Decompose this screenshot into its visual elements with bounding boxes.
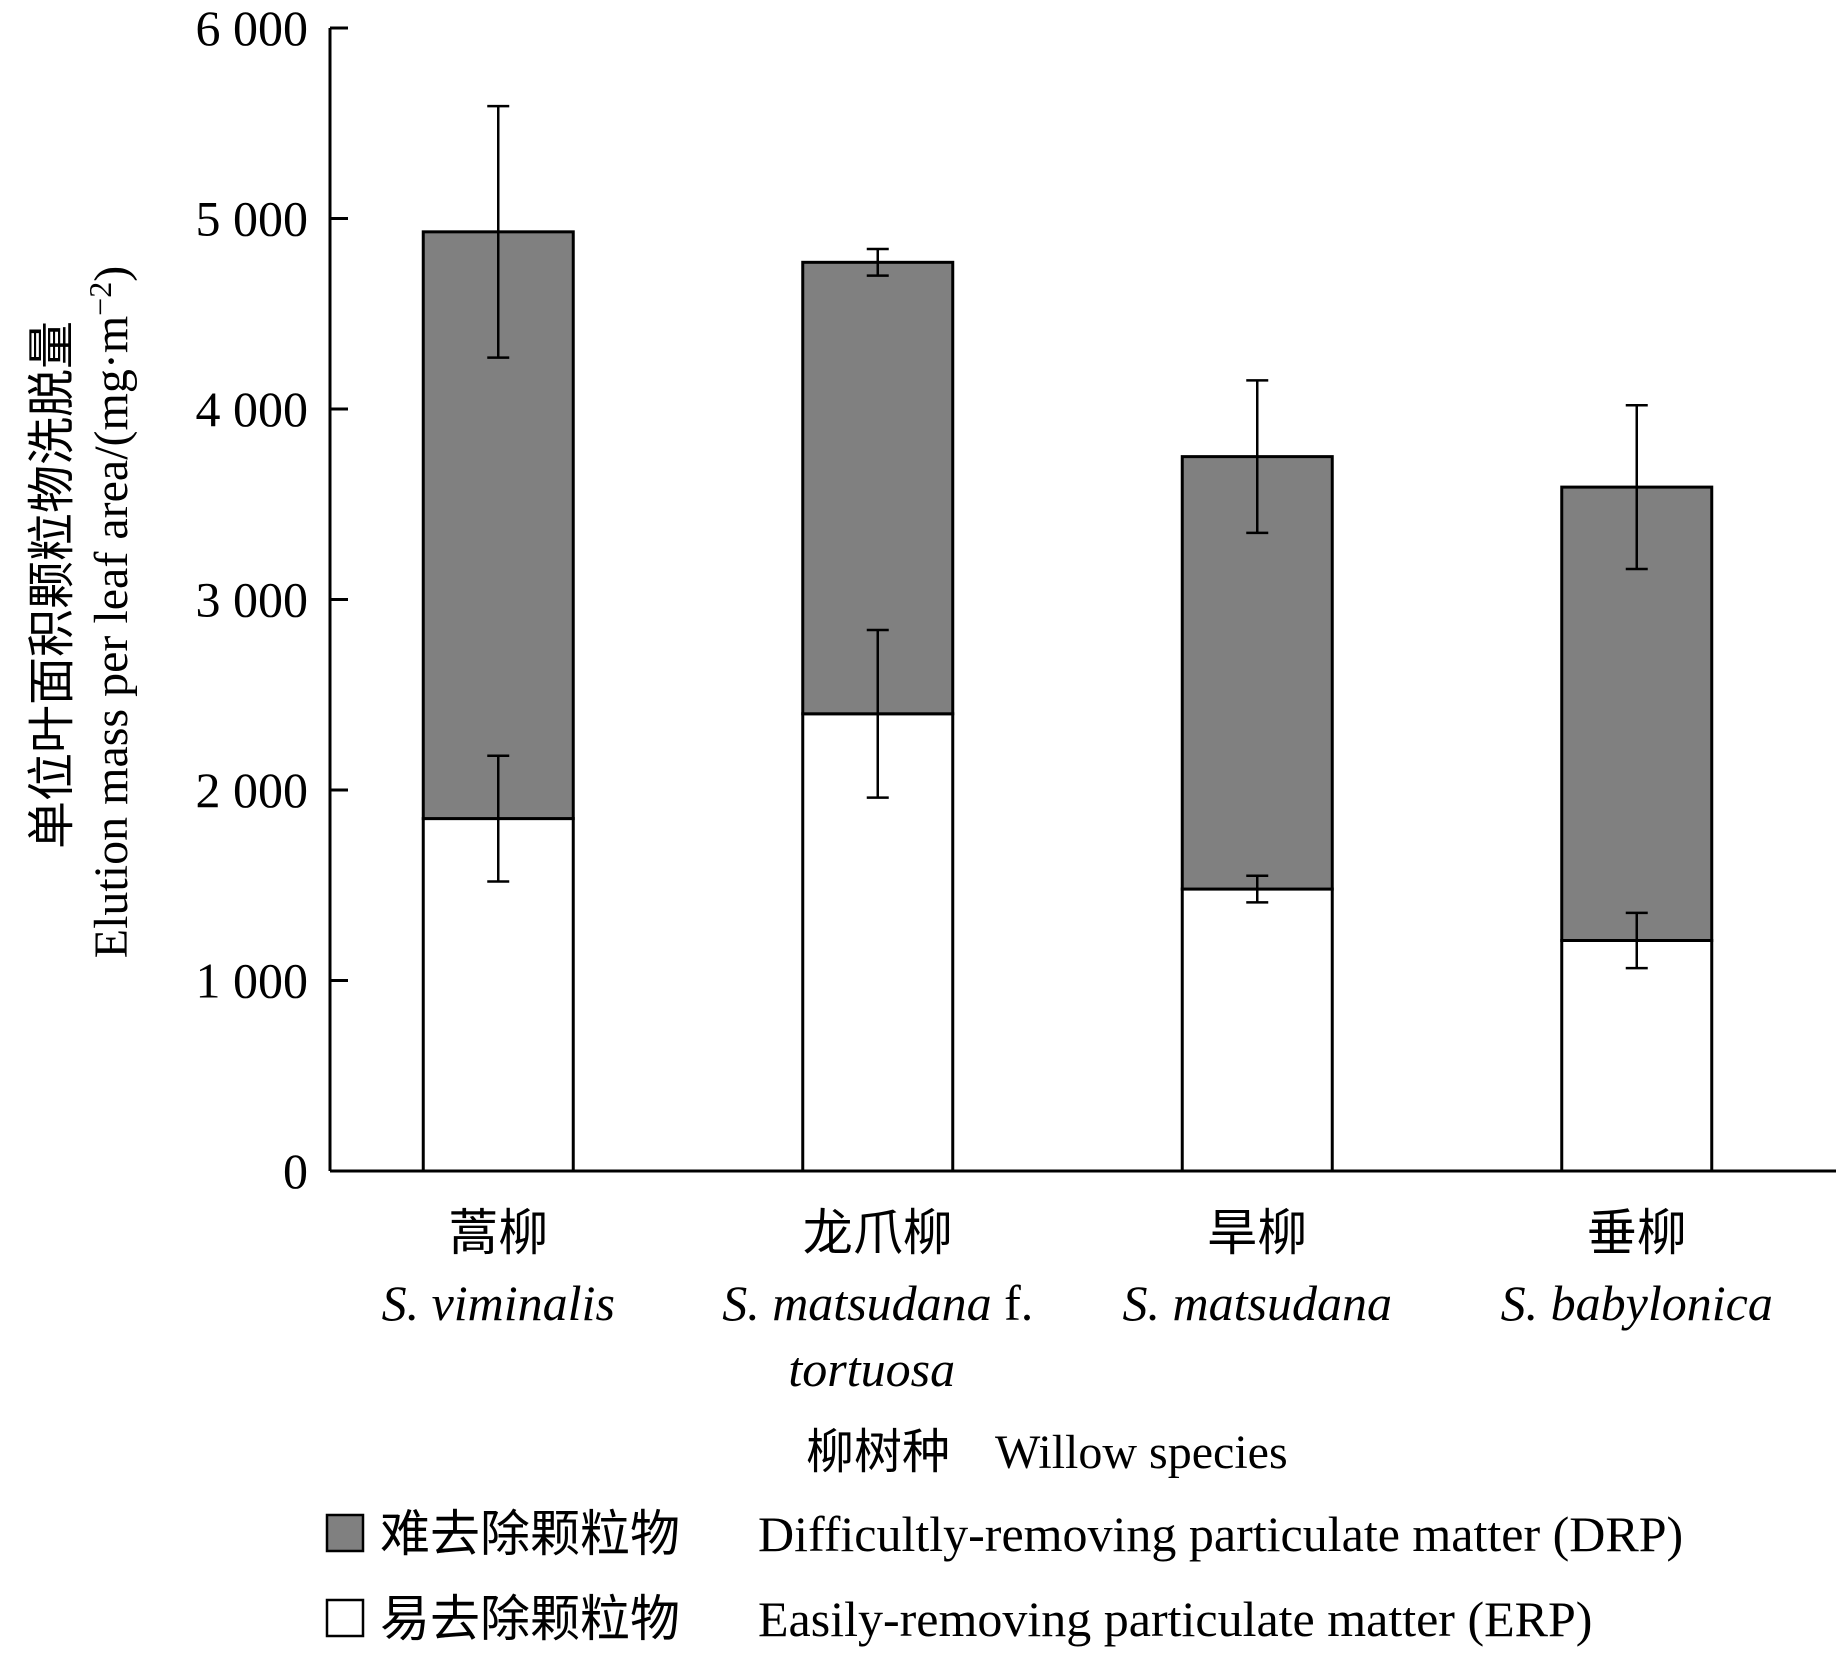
category-label-cn: 蒿柳 [448,1205,548,1261]
bars [421,104,1714,1173]
legend-swatch [325,1598,365,1638]
category-label-en-line2: tortuosa [788,1341,955,1397]
y-tick-label: 2 000 [196,762,309,818]
legend: 难去除颗粒物 Difficultly-removing particulate m… [325,1506,1683,1647]
x-axis-title-en: Willow species [995,1426,1288,1479]
x-axis-title-cn: 柳树种 [806,1426,950,1479]
y-tick-label: 3 000 [196,572,309,628]
category-label-cn: 龙爪柳 [803,1205,953,1261]
y-axis-title: 单位叶面积颗粒物洗脱量 Elution mass per leaf area/(… [26,266,138,958]
legend-label-cn: 易去除颗粒物 [380,1591,680,1647]
legend-swatch [325,1513,365,1553]
y-tick-label: 4 000 [196,381,309,437]
bar-segment [1180,887,1334,1173]
y-tick-label: 0 [283,1143,308,1199]
bar-segment [1560,938,1714,1173]
y-tick-label: 1 000 [196,953,309,1009]
y-tick-label: 5 000 [196,191,309,247]
legend-label-en: Easily-removing particulate matter (ERP) [758,1591,1592,1647]
y-axis: 0 1 000 2 000 3 000 4 000 5 000 6 000 [196,0,348,1199]
category-label-cn: 旱柳 [1207,1205,1307,1261]
bar-segment [1180,455,1334,891]
legend-label-en: Difficultly-removing particulate matter … [758,1506,1683,1562]
category-label-en: S. babylonica [1501,1275,1773,1331]
x-axis-title: 柳树种 Willow species [806,1426,1288,1479]
category-label-cn: 垂柳 [1587,1205,1687,1261]
y-axis-title-en: Elution mass per leaf area/(mg·m−2) [82,266,138,958]
category-label-en: S. matsudana f. [722,1275,1033,1331]
y-tick-label: 6 000 [196,0,309,56]
category-label-en: S. viminalis [382,1275,615,1331]
y-axis-title-cn: 单位叶面积颗粒物洗脱量 [26,321,79,849]
category-labels: 蒿柳 S. viminalis 龙爪柳 S. matsudana f. tortuosa… [382,1205,1773,1397]
legend-label-cn: 难去除颗粒物 [380,1506,680,1562]
category-label-en: S. matsudana [1123,1275,1392,1331]
